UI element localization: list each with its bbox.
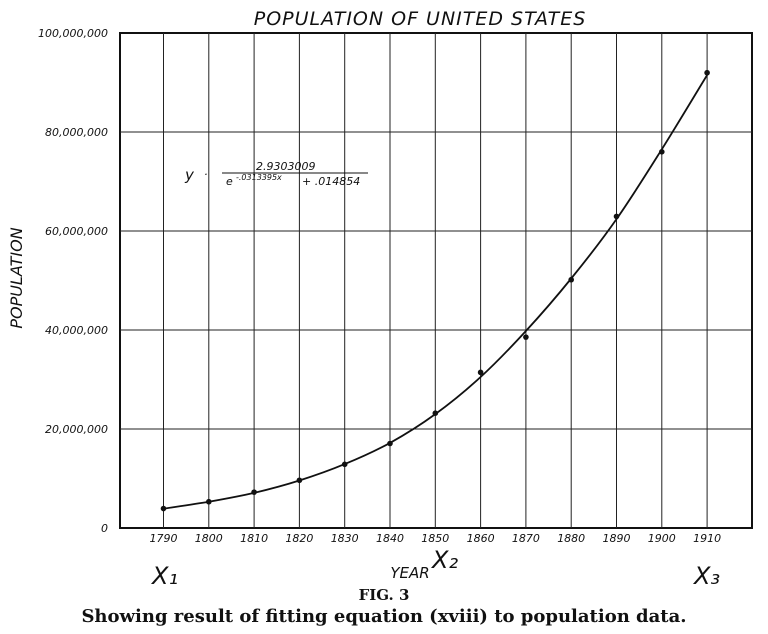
y-tick-label: 0 [101, 522, 108, 535]
data-point [704, 69, 710, 76]
x-tick-labels: 1790 1800 1810 1820 1830 1840 1850 1860 1870 1880… [150, 532, 722, 545]
x-tick-label: 1840 [376, 532, 404, 545]
x-tick-label: 1910 [693, 532, 721, 545]
data-point [568, 276, 574, 283]
equation-lhs: y [184, 166, 195, 184]
equation-denominator-base: e [226, 175, 233, 188]
equation-denominator-tail: + .014854 [302, 175, 360, 188]
data-point [613, 213, 620, 220]
chart-title: POPULATION OF UNITED STATES [254, 8, 587, 30]
y-tick-label: 100,000,000 [38, 27, 108, 40]
x-tick-label: 1800 [195, 532, 223, 545]
y-tick-label: 60,000,000 [45, 225, 108, 238]
equation-numerator: 2.9303009 [256, 160, 316, 173]
data-point [251, 489, 257, 495]
x-tick-label: 1820 [285, 532, 313, 545]
data-point [160, 505, 167, 512]
population-chart: 0 20,000,000 40,000,000 60,000,000 80,000,00… [7, 8, 753, 590]
x-tick-label: 1900 [648, 532, 676, 545]
marker-x3: X₃ [692, 562, 720, 590]
equation-equals: · [204, 168, 208, 181]
equation-exponent: -.0313395x [236, 173, 282, 182]
figure-caption: Showing result of fitting equation (xvii… [81, 606, 687, 627]
data-point [523, 334, 529, 340]
marker-x2: X₂ [430, 546, 458, 574]
plot-frame [119, 32, 753, 529]
x-tick-label: 1810 [240, 532, 268, 545]
data-point [659, 149, 665, 155]
fit-equation: y · 2.9303009 e -.0313395x + .014854 [184, 160, 368, 188]
x-tick-label: 1850 [421, 532, 449, 545]
x-tick-label: 1880 [557, 532, 585, 545]
y-tick-label: 40,000,000 [45, 324, 108, 337]
y-tick-labels: 0 20,000,000 40,000,000 60,000,000 80,000,00… [38, 27, 108, 535]
x-tick-label: 1870 [512, 532, 540, 545]
y-tick-label: 80,000,000 [45, 126, 108, 139]
y-tick-label: 20,000,000 [45, 423, 108, 436]
x-tick-label: 1790 [150, 532, 178, 545]
data-point [432, 410, 439, 417]
data-point [296, 477, 303, 484]
data-point [206, 498, 212, 505]
x-tick-label: 1890 [603, 532, 631, 545]
y-axis-label: POPULATION [7, 227, 26, 328]
x-tick-label: 1830 [331, 532, 359, 545]
grid [120, 33, 752, 528]
data-points [160, 69, 710, 512]
data-point [477, 369, 484, 376]
data-point [341, 461, 348, 468]
marker-x1: X₁ [150, 562, 178, 590]
data-point [387, 440, 393, 447]
figure-label: FIG. 3 [358, 586, 410, 604]
x-tick-label: 1860 [467, 532, 495, 545]
x-axis-label: YEAR [390, 564, 429, 582]
